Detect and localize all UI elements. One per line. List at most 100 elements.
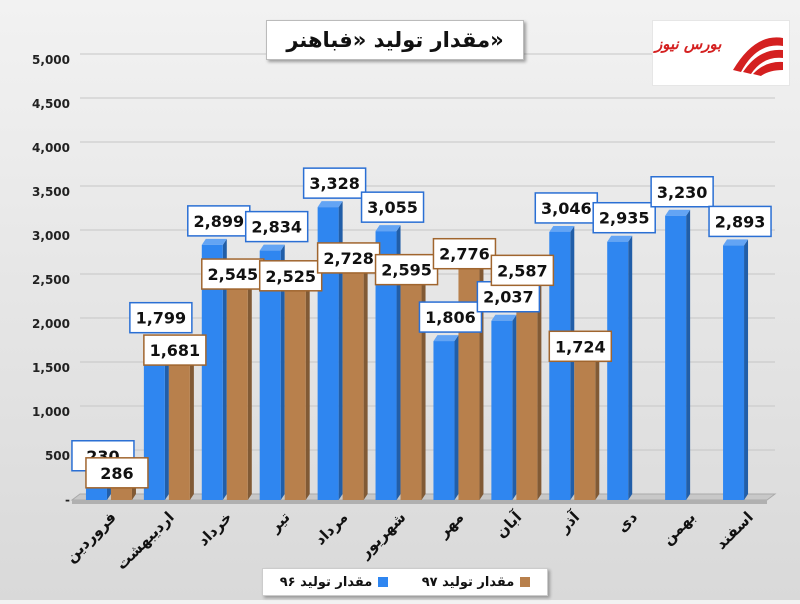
- bar-97-side: [247, 270, 252, 500]
- data-label-97-box: [85, 457, 149, 489]
- data-label-96-box: [708, 205, 772, 238]
- data-label-97-box: [316, 242, 381, 274]
- data-label-97-box: [548, 330, 613, 363]
- x-category-label: تیر: [265, 508, 293, 536]
- data-label-96: 3,046: [541, 199, 592, 218]
- bar-96-side: [454, 335, 459, 500]
- bar-97-side: [363, 253, 368, 500]
- bar-97: [226, 276, 248, 500]
- bar-97-side: [305, 271, 310, 500]
- data-label-96: 3,055: [367, 198, 418, 217]
- chart-legend: مقدار تولید ۹۶ مقدار تولید ۹۷: [262, 568, 548, 596]
- bar-97: [458, 255, 480, 500]
- bar-96: [549, 231, 571, 500]
- bar-96-top: [375, 225, 401, 232]
- x-category-label: اسفند: [712, 508, 757, 553]
- logo-text: بورس نیوز: [655, 35, 722, 53]
- bar-96-side: [164, 335, 169, 500]
- bar-96-side: [396, 225, 401, 500]
- logo-mark-icon: [733, 37, 783, 76]
- bar-97: [574, 348, 596, 500]
- bar-96: [723, 245, 745, 500]
- bar-96-top: [607, 235, 633, 242]
- x-category-label: بهمن: [659, 508, 699, 548]
- y-tick-label: 2,000: [32, 317, 70, 331]
- y-tick-label: 5,000: [32, 53, 70, 67]
- data-label-97: 2,776: [439, 245, 490, 264]
- data-label-97-box: [432, 237, 497, 270]
- bar-96-top: [259, 244, 285, 251]
- data-label-96-box: [476, 280, 541, 313]
- bar-96: [201, 244, 223, 500]
- x-category-label: آبان: [492, 508, 526, 542]
- data-label-97: 2,728: [323, 249, 374, 268]
- chart-floor-edge: [72, 500, 767, 504]
- data-label-97-box: [258, 260, 323, 292]
- data-label-96-box: [650, 176, 714, 208]
- x-category-label: خرداد: [194, 508, 235, 549]
- data-label-97: 1,724: [555, 337, 606, 356]
- bar-96-top: [433, 335, 459, 342]
- data-label-96: 3,328: [309, 174, 360, 193]
- data-label-96: 2,899: [193, 212, 244, 231]
- x-category-label: فروردین: [62, 508, 120, 566]
- data-label-96-box: [534, 192, 599, 224]
- bar-96-side: [338, 201, 343, 501]
- bar-96-side: [744, 239, 749, 500]
- bar-97: [168, 352, 190, 500]
- y-tick-label: 2,500: [32, 273, 70, 287]
- bourse-news-logo: بورس نیوز: [652, 20, 790, 86]
- data-label-96-box: [360, 191, 425, 223]
- bar-96-side: [280, 244, 285, 500]
- bar-97-side: [421, 265, 426, 500]
- x-category-label: آذر: [554, 508, 583, 537]
- y-tick-label: 500: [45, 449, 70, 463]
- legend-label-97: مقدار تولید ۹۷: [421, 574, 515, 590]
- x-category-label: شهریور: [355, 508, 409, 562]
- bar-96: [607, 241, 629, 500]
- bar-96-side: [570, 225, 575, 500]
- data-label-96: 1,806: [425, 308, 476, 327]
- bar-96-side: [512, 314, 517, 500]
- data-label-97: 2,525: [265, 267, 316, 286]
- y-tick-label: 4,500: [32, 97, 70, 111]
- data-label-97: 2,545: [207, 265, 258, 284]
- x-category-label: مرداد: [311, 508, 351, 548]
- data-label-97-box: [143, 334, 207, 366]
- data-label-96-box: [418, 301, 483, 333]
- bar-96-top: [549, 225, 575, 232]
- bar-96-top: [201, 238, 227, 245]
- bar-96: [665, 215, 687, 500]
- y-tick-label: 4,000: [32, 141, 70, 155]
- x-category-label: مهر: [434, 508, 468, 542]
- bar-97: [516, 272, 538, 500]
- bar-97: [342, 259, 364, 500]
- data-label-96-box: [592, 201, 656, 234]
- data-label-97: 1,681: [150, 341, 201, 360]
- data-label-96: 2,935: [599, 209, 650, 228]
- y-tick-label: 1,000: [32, 405, 70, 419]
- data-label-96: 2,037: [483, 288, 534, 307]
- bar-96-side: [222, 238, 227, 500]
- bar-97: [284, 277, 306, 500]
- x-category-label: دی: [613, 508, 641, 536]
- data-label-96-box: [129, 301, 193, 334]
- bar-96: [375, 231, 397, 500]
- legend-swatch-97: [520, 577, 531, 587]
- data-label-97: 2,587: [497, 261, 548, 280]
- data-label-97-box: [374, 253, 439, 286]
- x-category-label: اردیبهشت: [112, 508, 177, 573]
- data-label-96: 1,799: [136, 309, 187, 328]
- bar-97-side: [189, 346, 194, 500]
- data-label-96-box: [244, 210, 309, 243]
- y-tick-label: 3,500: [32, 185, 70, 199]
- bar-96-top: [491, 314, 517, 321]
- legend-swatch-96: [378, 577, 389, 587]
- chart-title-text: مقدار تولید «فباهنر»: [286, 28, 504, 52]
- data-label-97-box: [201, 258, 265, 290]
- data-label-96-box: [302, 167, 367, 199]
- y-tick-label: 3,000: [32, 229, 70, 243]
- bar-96-side: [686, 209, 691, 500]
- chart-title: مقدار تولید «فباهنر»: [266, 20, 524, 60]
